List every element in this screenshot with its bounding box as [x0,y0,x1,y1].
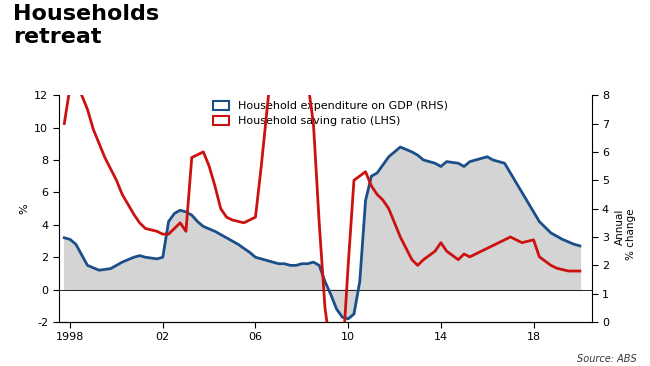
Text: Households
retreat: Households retreat [13,4,159,47]
Y-axis label: Annual
% change: Annual % change [615,209,636,260]
Legend: Household expenditure on GDP (RHS), Household saving ratio (LHS): Household expenditure on GDP (RHS), Hous… [213,101,448,126]
Text: Source: ABS: Source: ABS [577,354,637,364]
Y-axis label: %: % [20,203,30,214]
